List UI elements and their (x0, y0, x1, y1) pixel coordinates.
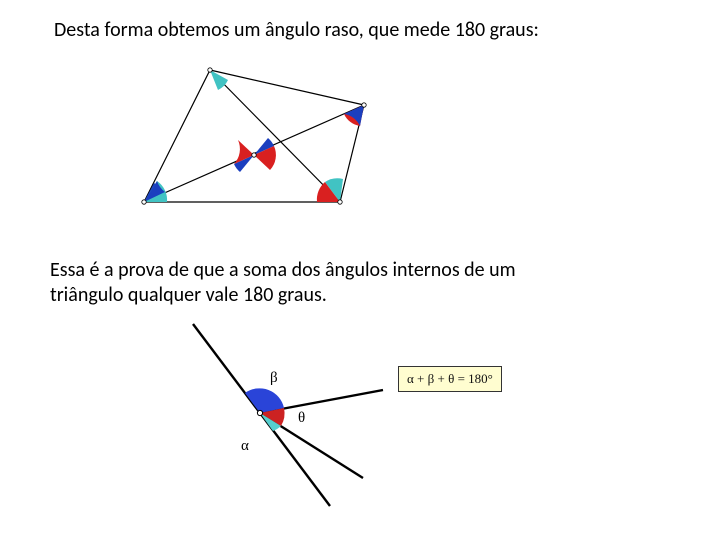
intro-text-line1: Desta forma obtemos um ângulo raso, que … (54, 18, 539, 42)
angle-sum-formula: α + β + θ = 180° (398, 366, 502, 392)
label-beta: β (270, 370, 278, 386)
label-theta: θ (298, 410, 305, 426)
figure-straight-angle: β θ α (155, 318, 385, 508)
proof-text-line1: Essa é a prova de que a soma dos ângulos… (50, 258, 516, 282)
proof-text-line2: triângulo qualquer vale 180 graus. (50, 283, 327, 307)
figure-triangle-angles (120, 60, 380, 220)
label-alpha: α (241, 438, 249, 454)
